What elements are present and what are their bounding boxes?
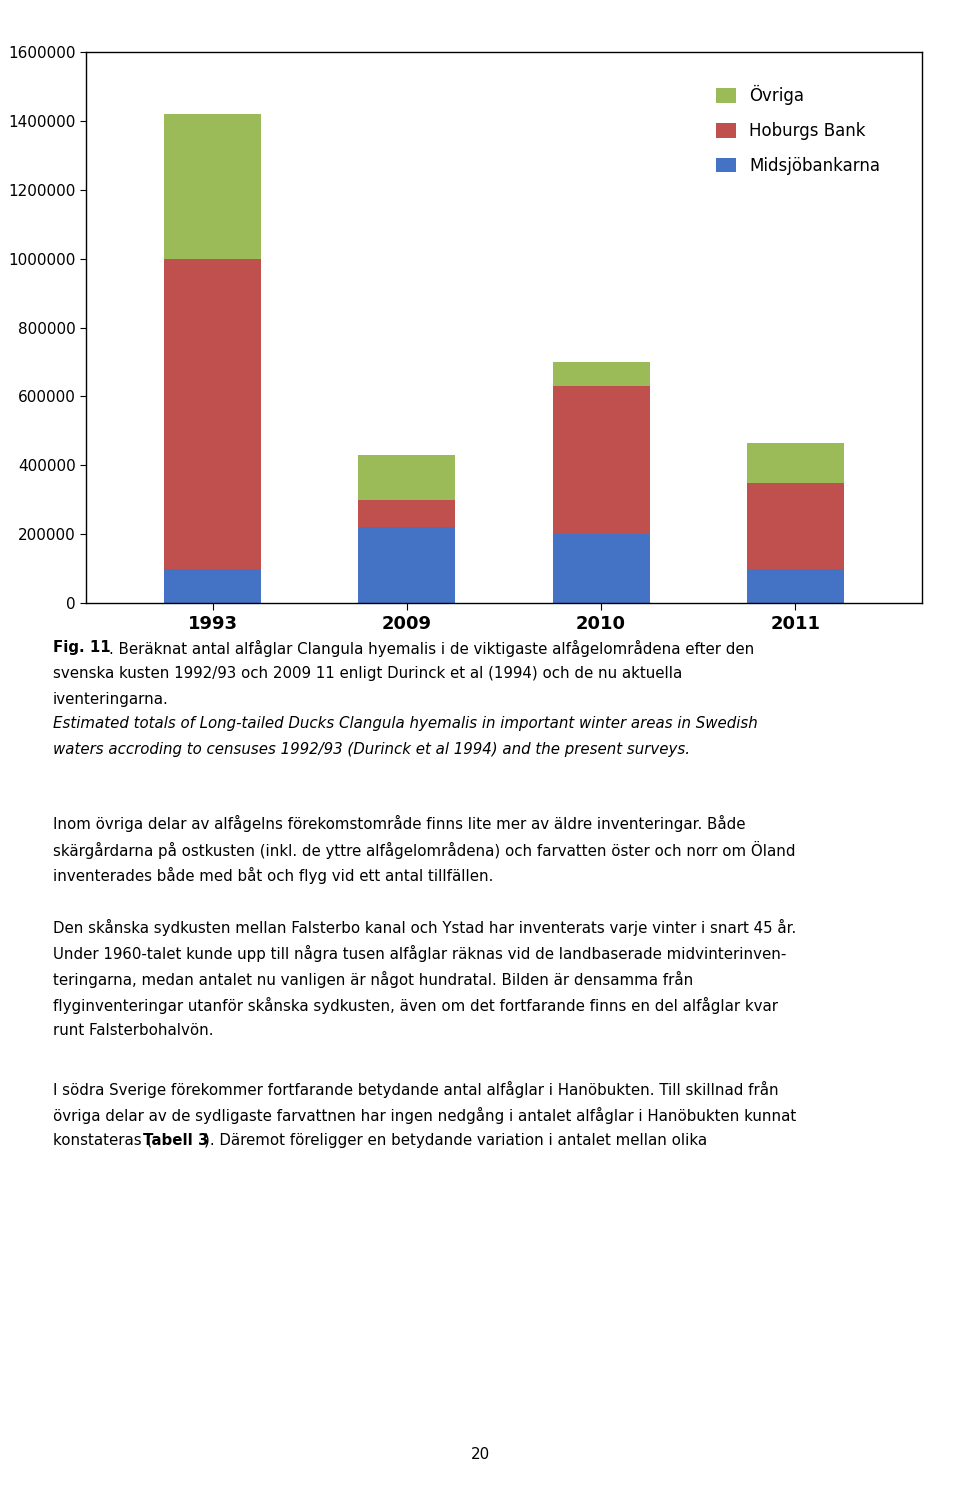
Text: svenska kusten 1992/93 och 2009 11 enligt Durinck et al (1994) och de nu aktuell: svenska kusten 1992/93 och 2009 11 enlig… [53,667,682,682]
Bar [358,500,455,527]
Bar [747,569,844,603]
Text: teringarna, medan antalet nu vanligen är något hundratal. Bilden är densamma frå: teringarna, medan antalet nu vanligen är… [53,971,693,989]
Text: waters accroding to censuses 1992/93 (Durinck et al 1994) and the present survey: waters accroding to censuses 1992/93 (Du… [53,742,690,756]
Bar [553,362,650,386]
Text: Fig. 11: Fig. 11 [53,640,110,655]
Text: inventerades både med båt och flyg vid ett antal tillfällen.: inventerades både med båt och flyg vid e… [53,867,493,884]
Text: . Beräknat antal alfåglar Clangula hyemalis i de viktigaste alfågelområdena efte: . Beräknat antal alfåglar Clangula hyema… [109,640,755,657]
Text: iventeringarna.: iventeringarna. [53,692,169,707]
Text: 20: 20 [470,1447,490,1462]
Text: Tabell 3: Tabell 3 [143,1133,208,1148]
Text: skärgårdarna på ostkusten (inkl. de yttre alfågelområdena) och farvatten öster o: skärgårdarna på ostkusten (inkl. de yttr… [53,841,795,859]
Text: ). Däremot föreligger en betydande variation i antalet mellan olika: ). Däremot föreligger en betydande varia… [204,1133,707,1148]
Legend: Övriga, Hoburgs Bank, Midsjöbankarna: Övriga, Hoburgs Bank, Midsjöbankarna [708,77,888,183]
Text: Under 1960-talet kunde upp till några tusen alfåglar räknas vid de landbaserade : Under 1960-talet kunde upp till några tu… [53,946,786,962]
Text: Den skånska sydkusten mellan Falsterbo kanal och Ystad har inventerats varje vin: Den skånska sydkusten mellan Falsterbo k… [53,919,796,937]
Text: Inom övriga delar av alfågelns förekomstområde finns lite mer av äldre inventeri: Inom övriga delar av alfågelns förekomst… [53,814,745,832]
Text: övriga delar av de sydligaste farvattnen har ingen nedgång i antalet alfåglar i : övriga delar av de sydligaste farvattnen… [53,1106,796,1124]
Bar [747,482,844,569]
Text: konstateras (: konstateras ( [53,1133,152,1148]
Text: I södra Sverige förekommer fortfarande betydande antal alfåglar i Hanöbukten. Ti: I södra Sverige förekommer fortfarande b… [53,1081,779,1097]
Bar [358,527,455,603]
Bar [358,456,455,500]
Bar [164,115,261,259]
Bar [553,535,650,603]
Bar [164,259,261,569]
Bar [164,569,261,603]
Bar [747,442,844,482]
Text: flyginventeringar utanför skånska sydkusten, även om det fortfarande finns en de: flyginventeringar utanför skånska sydkus… [53,998,778,1014]
Bar [553,386,650,535]
Text: runt Falsterbohalvön.: runt Falsterbohalvön. [53,1023,213,1038]
Text: Estimated totals of Long-tailed Ducks Clangula hyemalis in important winter area: Estimated totals of Long-tailed Ducks Cl… [53,716,757,731]
